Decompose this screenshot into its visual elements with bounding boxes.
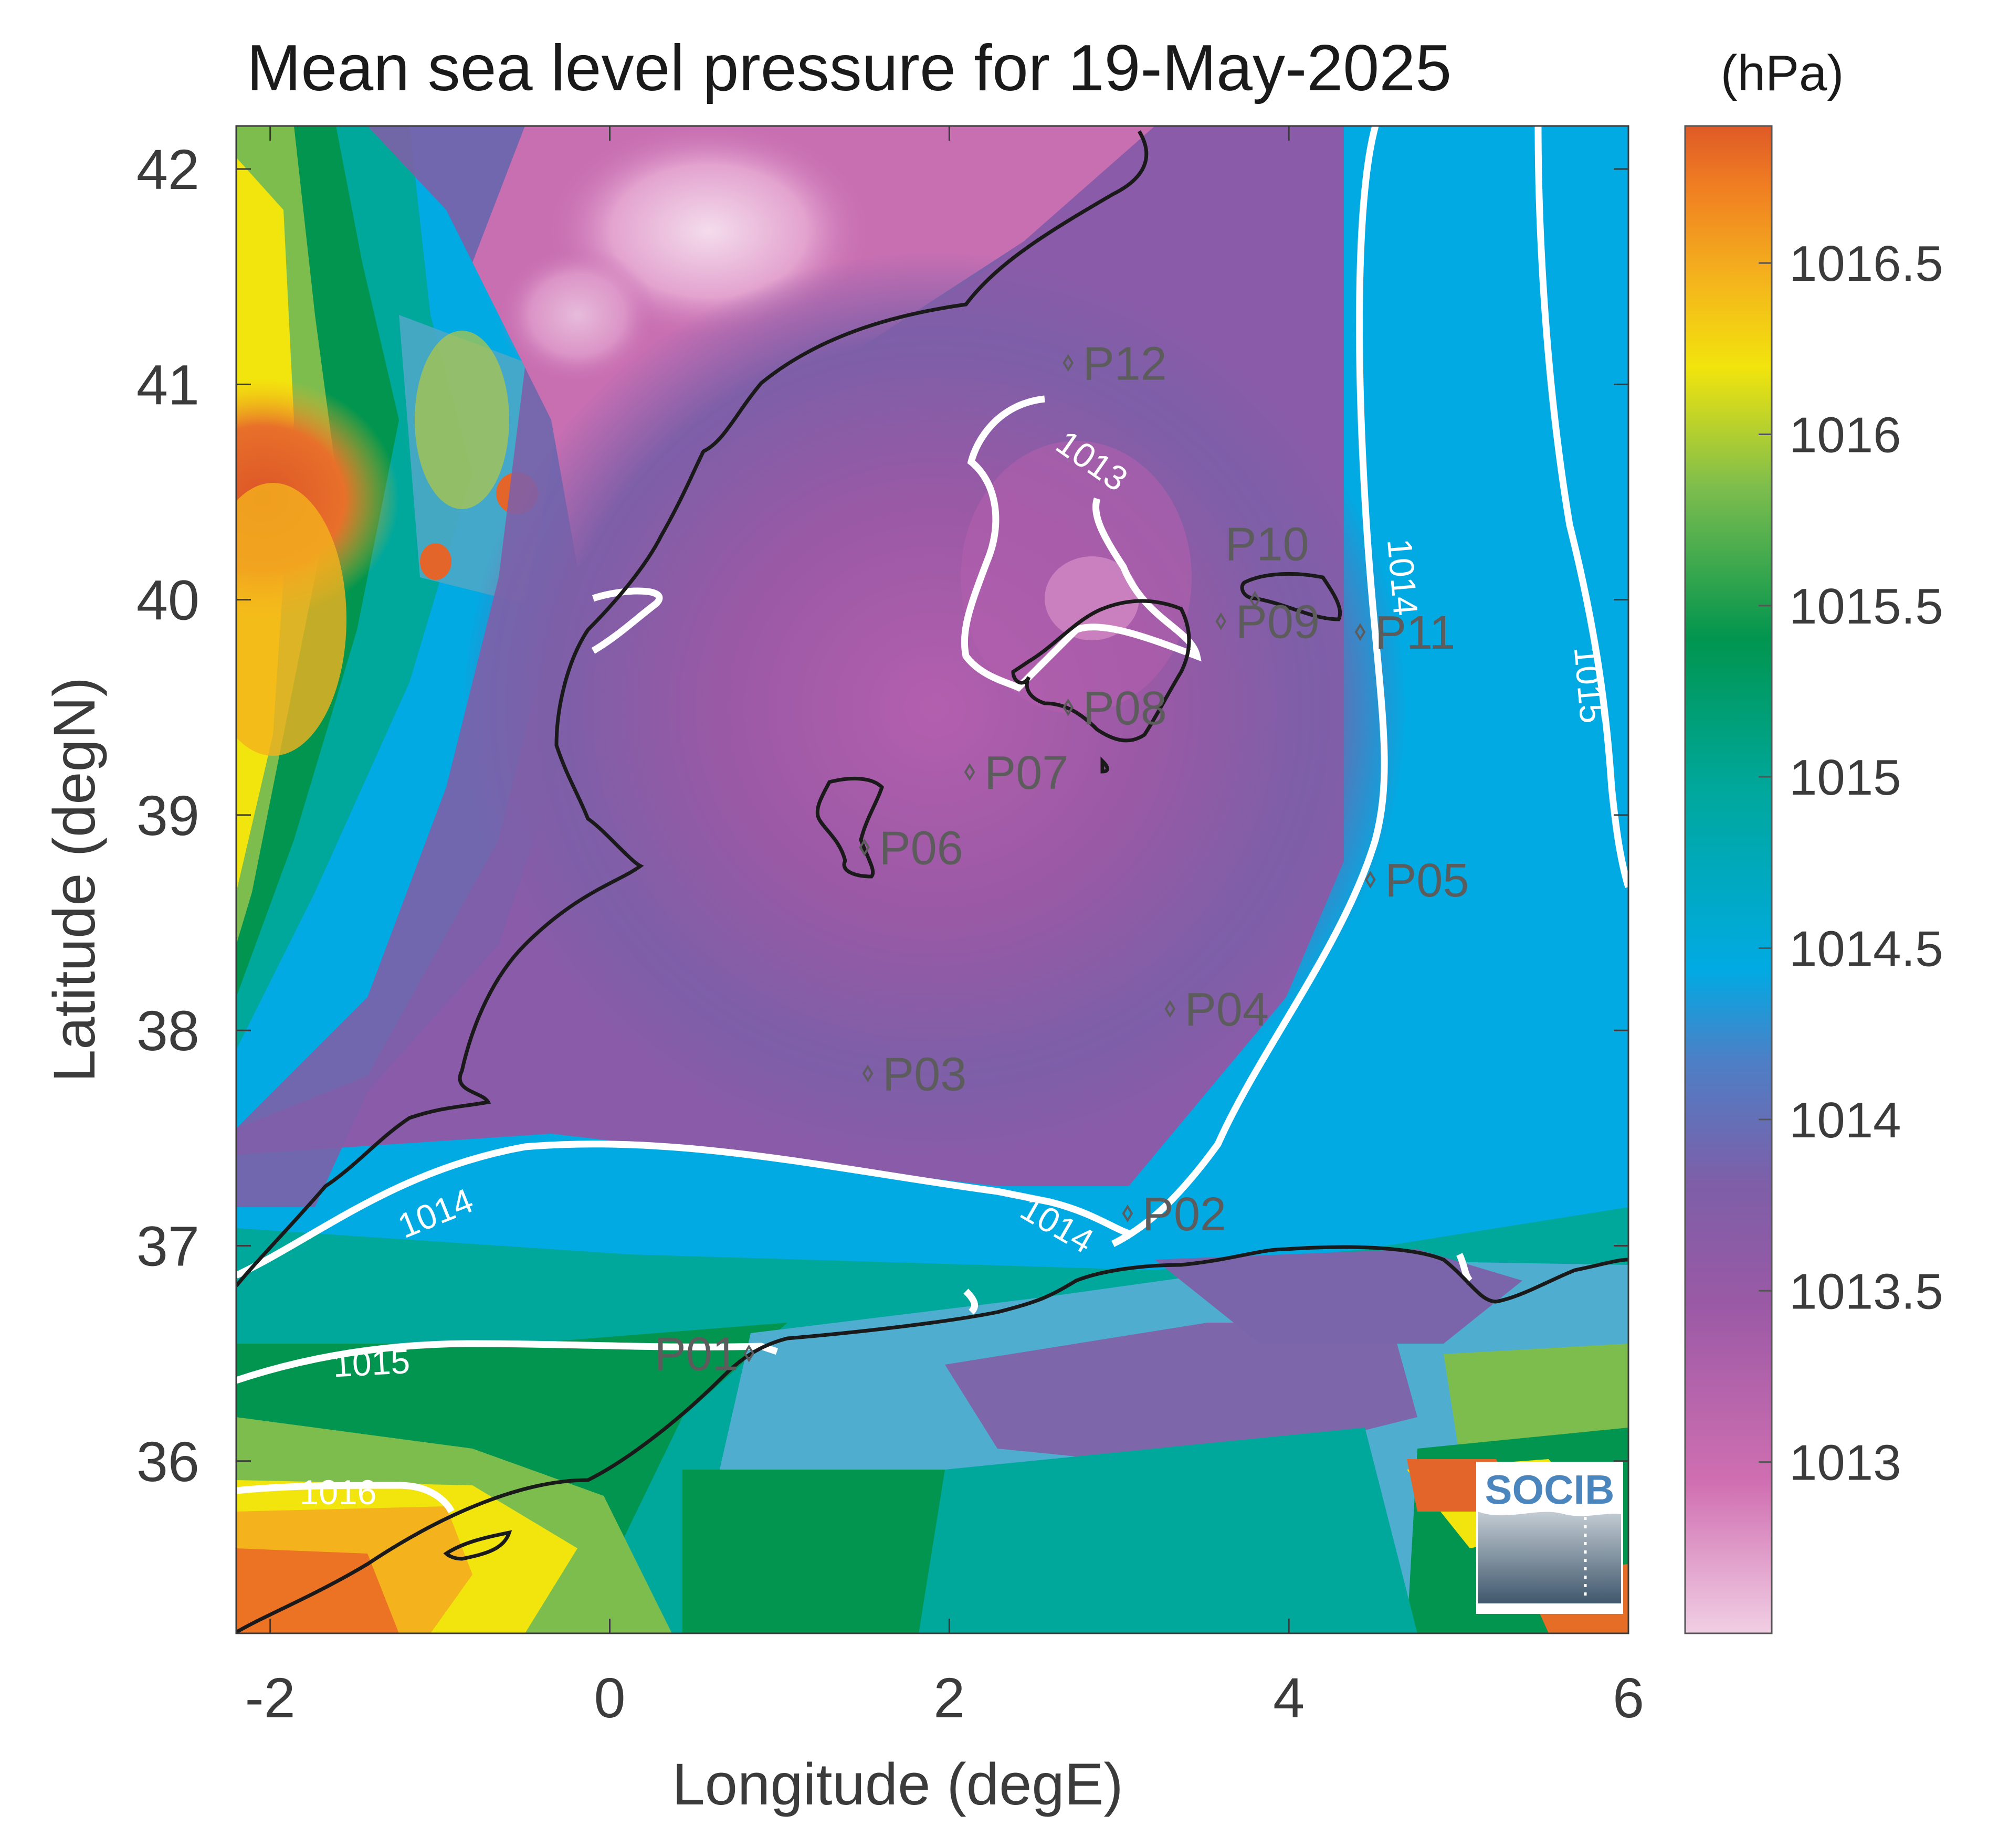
y-tick-label: 36 [136,1430,199,1493]
station-label: P08 [1083,682,1167,735]
station-label: P12 [1083,337,1167,390]
y-tick-label: 39 [136,784,199,847]
x-tick-label: 0 [594,1666,625,1729]
y-tick-label: 38 [136,999,199,1062]
x-tick-label: 2 [933,1666,965,1729]
station-marker [1164,1000,1176,1018]
colorbar-tick-label: 1014 [1789,1092,1901,1148]
coastline [236,130,1628,1633]
colorbar-tick-label: 1013 [1789,1435,1901,1491]
station-label: P11 [1375,607,1455,659]
colorbar-tick-label: 1015 [1789,749,1901,806]
station-label: P02 [1142,1188,1226,1241]
station-label: P01 [655,1328,739,1381]
x-axis-ticks: -2 0 2 4 6 [245,126,1644,1729]
station-markers: P01 P02 P03 P04 P05 P06 P07 P08 P09 P10 P11 P12 [655,337,1469,1380]
colorbar [1684,125,1773,1634]
y-axis-label: Latitude (degN) [41,677,107,1082]
station-label: P05 [1385,854,1469,907]
isobar-label: 1015 [332,1342,411,1385]
isobar-label: 1015 [1567,645,1613,725]
colorbar-ticks: 1016.5 1016 1015.5 1015 1014.5 1014 1013.5 1013 [1759,236,1943,1491]
station-label: P06 [879,822,963,874]
station-marker [743,1344,755,1363]
colorbar-tick-label: 1014.5 [1789,921,1943,977]
station-marker [964,763,975,781]
station-marker [1063,698,1074,716]
map-title: Mean sea level pressure for 19-May-2025 [247,32,1451,104]
colorbar-unit: (hPa) [1721,45,1844,101]
x-axis-label: Longitude (degE) [672,1751,1123,1817]
isobar-lines [236,126,1628,1514]
station-marker [859,838,870,857]
station-label: P03 [882,1048,966,1101]
y-tick-label: 37 [136,1214,199,1277]
isobar-label: 1014 [1380,537,1426,617]
socib-logo: SOCIB [1476,1462,1623,1614]
station-marker [1122,1205,1133,1222]
colorbar-tick-label: 1015.5 [1789,578,1943,635]
station-marker [862,1064,874,1083]
y-axis-ticks: 42 41 40 39 38 37 36 [136,138,1628,1493]
y-tick-label: 42 [136,138,199,201]
logo-text: SOCIB [1485,1466,1614,1513]
map-frame [235,125,1629,1634]
colorbar-tick-label: 1016 [1789,407,1901,463]
colorbar-tick-label: 1016.5 [1789,236,1943,292]
y-tick-label: 41 [136,353,199,416]
station-marker [1063,354,1074,372]
x-tick-label: 4 [1273,1666,1305,1729]
x-tick-label: 6 [1613,1666,1644,1729]
station-label: P04 [1185,984,1269,1036]
y-tick-label: 40 [136,568,199,632]
station-marker [1365,871,1376,889]
station-marker [1249,590,1260,609]
station-marker [1354,623,1366,641]
station-label: P07 [984,747,1068,799]
station-label: P09 [1236,596,1320,649]
pressure-field [236,126,1628,1633]
colorbar-tick-label: 1013.5 [1789,1263,1943,1319]
x-tick-label: -2 [245,1666,296,1729]
isobar-label: 1016 [300,1473,377,1512]
station-marker [1215,612,1227,630]
station-label: P10 [1225,519,1309,571]
